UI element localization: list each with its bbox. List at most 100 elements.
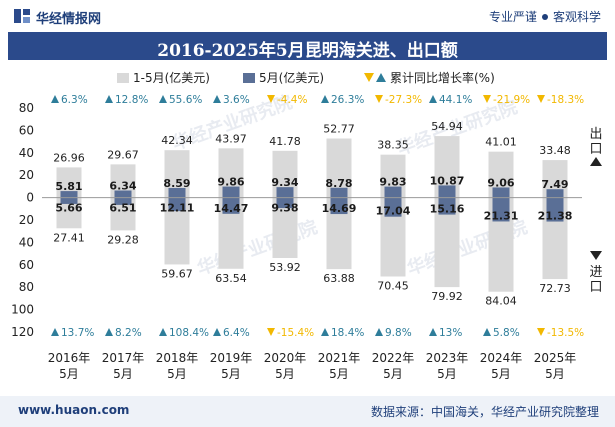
x-tick-label-year: 2025年 [534,351,577,365]
tagline-first: 专业严谨 [488,10,537,24]
brand-name: 华经情报网 [36,12,102,27]
import-growth-value: -13.5% [547,327,584,339]
export-month-value: 9.83 [379,176,406,189]
y-tick-label: 60 [19,123,34,137]
import-month-bar [492,197,510,222]
import-month-bar [222,197,240,214]
y-tick-label: 40 [19,235,34,249]
side-label-import-char2: 口 [589,280,602,295]
export-growth-up-icon [321,95,329,103]
import-growth-value: 6.4% [223,327,250,339]
x-tick-label-month: 5月 [275,367,295,381]
export-month-value: 7.49 [541,178,568,191]
legend-month-swatch [243,73,255,83]
x-tick-label-year: 2016年 [48,351,91,365]
x-tick-label-month: 5月 [383,367,403,381]
export-month-value: 9.86 [217,176,244,189]
import-growth-value: 5.8% [493,327,520,339]
import-month-bar [546,197,564,222]
import-month-bar [114,197,132,205]
export-growth-value: 6.3% [61,94,88,106]
export-growth-up-icon [51,95,59,103]
export-month-value: 5.81 [55,180,82,193]
import-month-value: 6.51 [109,202,136,215]
export-cum-value: 52.77 [323,122,355,135]
import-cum-value: 53.92 [269,261,301,274]
export-month-bar [168,187,186,198]
import-cum-value: 59.67 [161,267,193,280]
import-growth-value: -15.4% [277,327,314,339]
y-tick-label: 120 [11,325,34,339]
import-growth-value: 9.8% [385,327,412,339]
side-label-import-char1: 进 [589,265,602,280]
x-tick-label-year: 2024年 [480,351,523,365]
import-growth-down-icon [267,328,275,336]
import-month-value: 21.31 [484,209,519,222]
export-arrow-up-icon [590,157,602,166]
x-tick-label-year: 2023年 [426,351,469,365]
export-month-value: 6.34 [109,179,136,192]
y-tick-label: 0 [26,191,34,205]
export-month-bar [492,187,510,198]
x-tick-label-year: 2017年 [102,351,145,365]
import-month-value: 17.04 [376,205,411,218]
side-label-export-char1: 出 [589,127,602,142]
export-month-value: 8.59 [163,177,190,190]
x-tick-label-month: 5月 [113,367,133,381]
x-tick-label-year: 2020年 [264,351,307,365]
import-growth-up-icon [321,328,329,336]
import-month-value: 9.38 [271,202,298,215]
legend-cum-label: 1-5月(亿美元) [133,70,210,85]
x-tick-label-year: 2022年 [372,351,415,365]
import-cum-value: 70.45 [377,280,409,293]
import-cum-value: 29.28 [107,233,139,246]
y-tick-label: 100 [11,303,34,317]
export-cum-value: 33.48 [539,144,571,157]
import-growth-value: 108.4% [169,327,209,339]
export-cum-value: 43.97 [215,132,247,145]
footer-site: www.huaon.com [18,403,130,417]
tagline-second: 客观科学 [552,10,601,24]
x-tick-label-month: 5月 [221,367,241,381]
import-month-value: 15.16 [430,203,465,216]
import-growth-down-icon [537,328,545,336]
export-month-value: 9.06 [487,176,514,189]
x-tick-label-year: 2019年 [210,351,253,365]
y-tick-label: 60 [19,258,34,272]
legend-growth-label: 累计同比增长率(%) [390,70,495,85]
x-tick-label-year: 2018年 [156,351,199,365]
import-growth-up-icon [213,328,221,336]
export-month-bar [546,189,564,198]
export-month-bar [438,185,456,198]
export-cum-value: 38.35 [377,139,409,152]
y-tick-label: 20 [19,168,34,182]
import-growth-up-icon [159,328,167,336]
import-month-bar [276,197,294,209]
import-month-bar [60,197,78,204]
top-bar: 华经情报网 专业严谨 客观科学 [0,0,615,32]
export-cum-value: 29.67 [107,148,139,161]
tagline: 专业严谨 客观科学 [489,8,601,25]
import-growth-value: 18.4% [331,327,364,339]
import-arrow-down-icon [590,251,602,260]
import-growth-up-icon [483,328,491,336]
export-month-bar [114,190,132,198]
x-tick-label-month: 5月 [545,367,565,381]
export-month-bar [276,187,294,198]
x-tick-label-month: 5月 [329,367,349,381]
brand-logo-icon [14,9,30,23]
legend-growth-icon [364,73,374,82]
y-tick-label: 80 [19,280,34,294]
import-cum-value: 84.04 [485,295,517,308]
footer-source: 数据来源：中国海关，华经产业研究院整理 [370,405,599,419]
export-growth-down-icon [537,95,545,103]
title-bar: 2016-2025年5月昆明海关进、出口额 [8,32,607,61]
export-month-value: 9.34 [271,176,298,189]
y-tick-label: 40 [19,146,34,160]
y-tick-label: 80 [19,101,34,115]
export-growth-value: 3.6% [223,94,250,106]
export-month-bar [330,187,348,198]
import-month-value: 14.69 [322,202,357,215]
